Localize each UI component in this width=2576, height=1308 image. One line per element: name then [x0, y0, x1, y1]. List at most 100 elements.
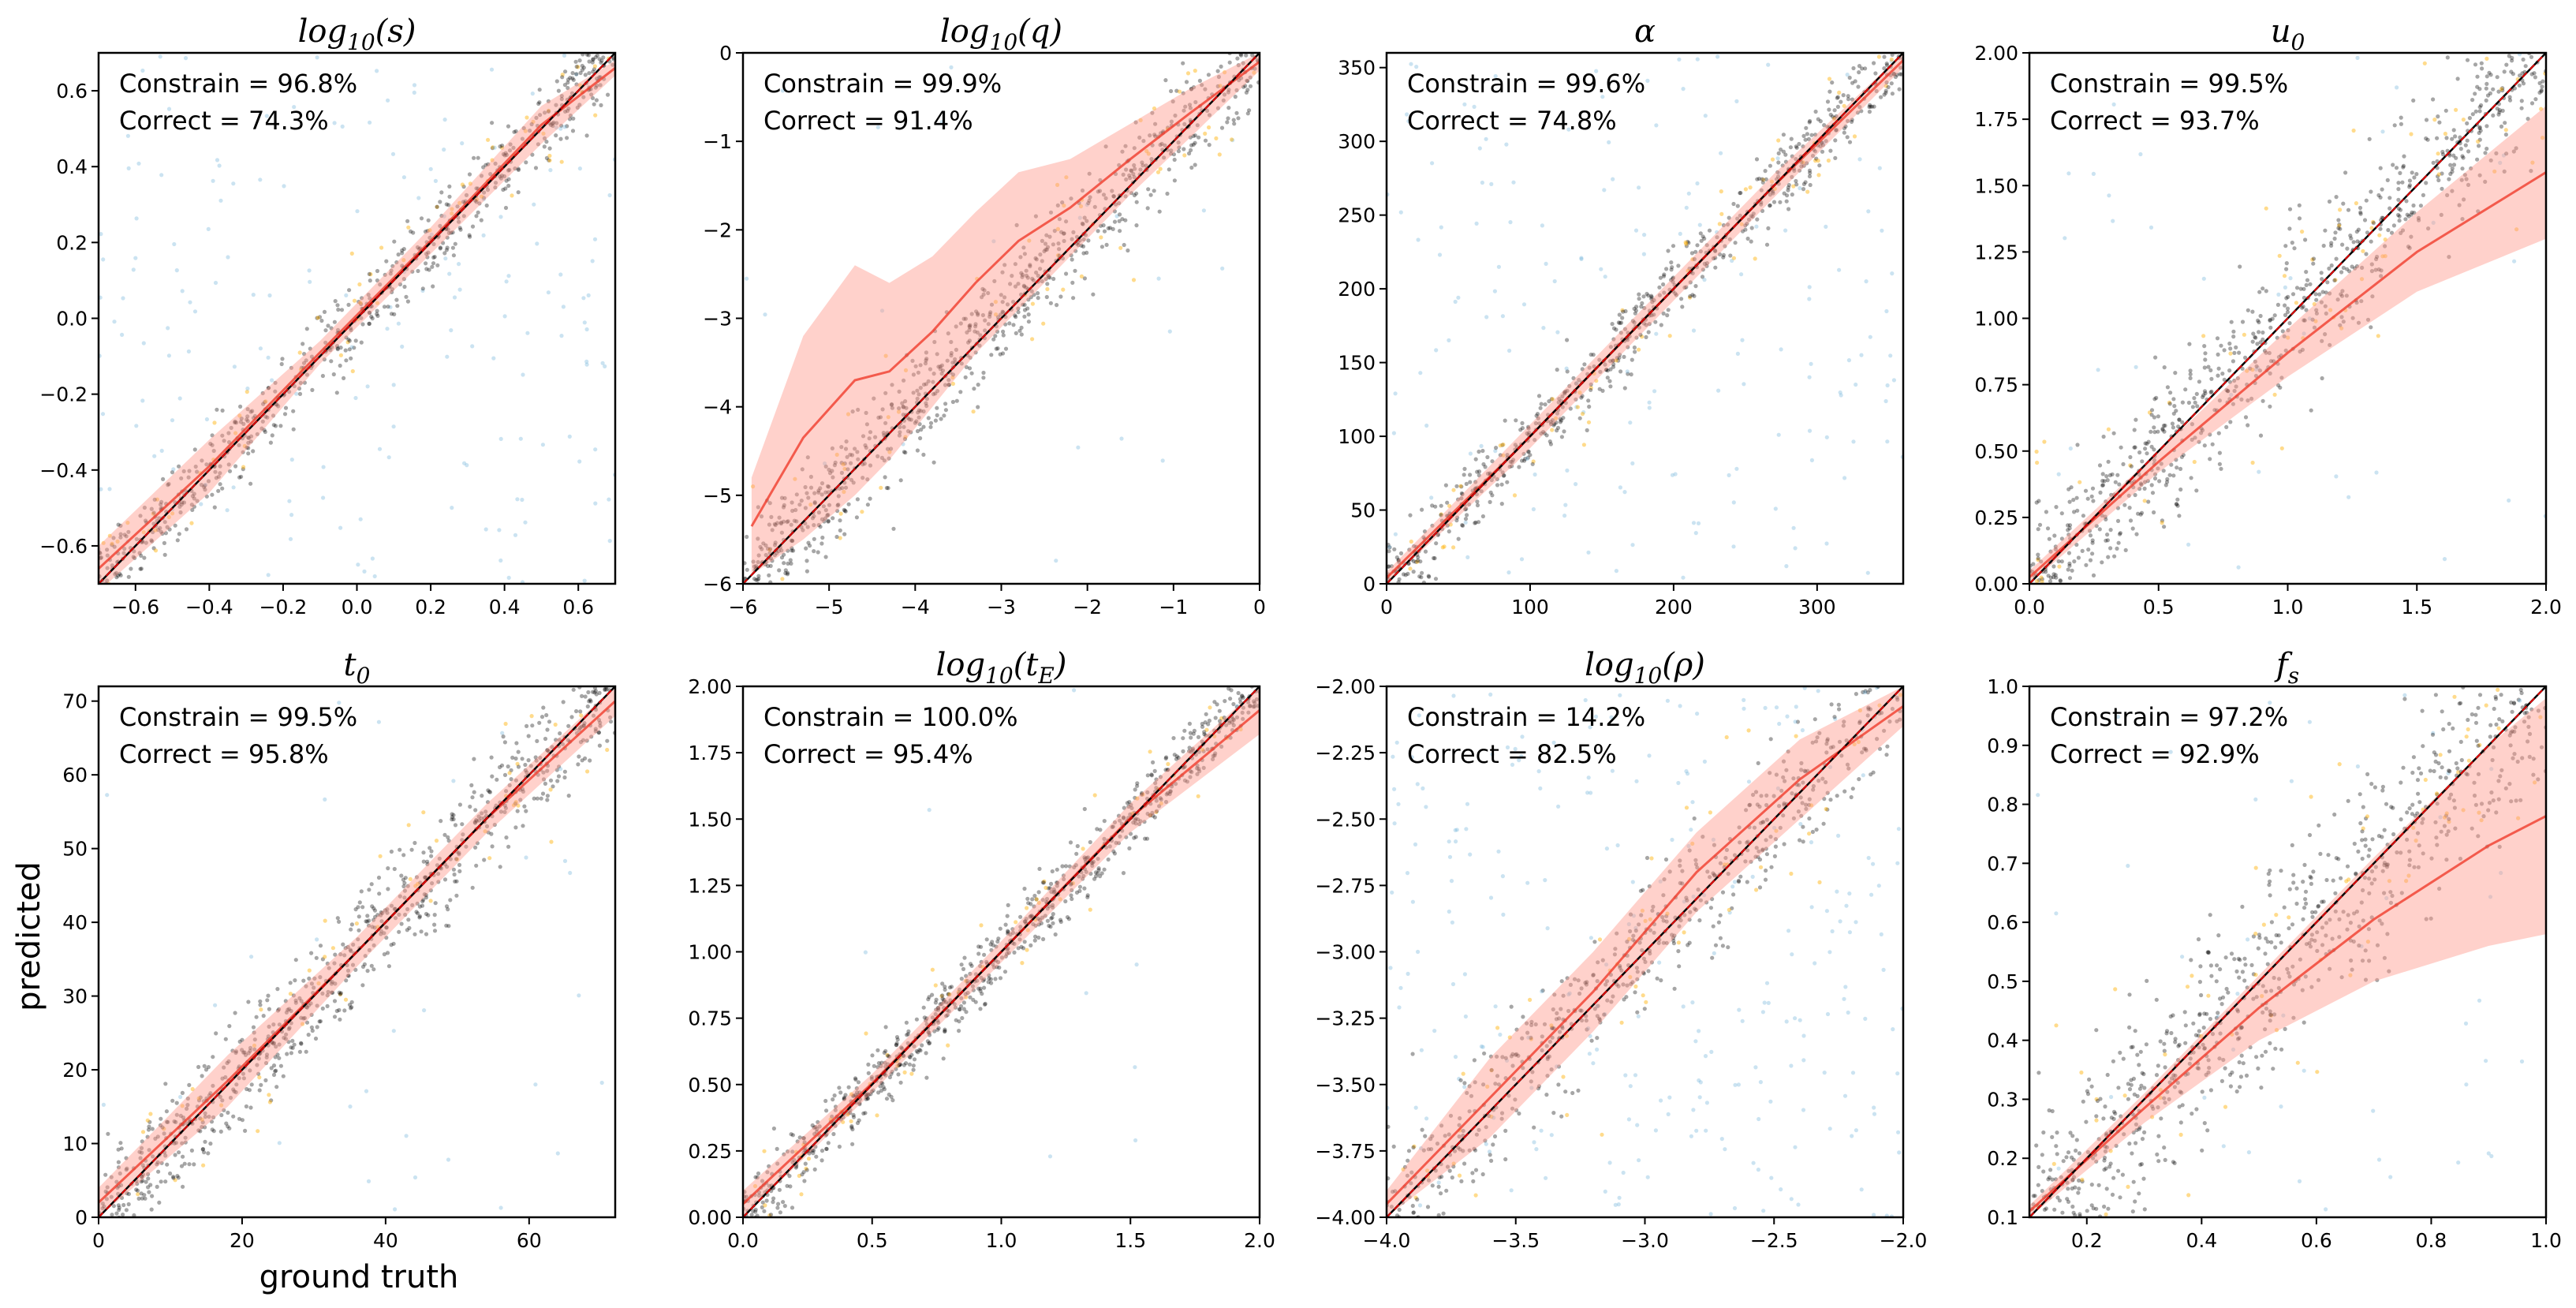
scatter-point: [2369, 239, 2373, 244]
scatter-point: [1845, 73, 1850, 77]
scatter-point: [1408, 566, 1413, 571]
scatter-point: [1568, 406, 1573, 411]
scatter-point: [943, 408, 948, 413]
scatter-point: [1189, 87, 1194, 92]
scatter-point: [2034, 500, 2039, 505]
scatter-point: [596, 731, 601, 735]
scatter-point: [834, 452, 839, 458]
scatter-point: [485, 800, 491, 805]
scatter-point: [577, 103, 582, 107]
scatter-point: [1554, 420, 1559, 425]
scatter-point: [2300, 305, 2305, 310]
scatter-point: [1044, 294, 1049, 300]
scatter-point: [935, 352, 939, 357]
scatter-point: [2261, 337, 2265, 342]
scatter-point: [1038, 267, 1043, 271]
scatter-point: [406, 917, 411, 922]
scatter-point: [1658, 275, 1663, 280]
scatter-point: [1728, 253, 1733, 258]
scatter-point: [359, 301, 364, 307]
scatter-point: [1217, 152, 1222, 157]
scatter-point: [1500, 314, 1505, 319]
scatter-point: [2167, 400, 2171, 405]
scatter-point: [2338, 207, 2343, 212]
scatter-point: [2477, 109, 2482, 114]
scatter-point: [897, 433, 902, 438]
scatter-point: [323, 918, 327, 923]
scatter-point: [587, 699, 592, 704]
scatter-point: [1646, 330, 1651, 334]
scatter-point: [2224, 424, 2229, 430]
scatter-point: [935, 413, 939, 418]
scatter-point: [745, 276, 749, 281]
scatter-point: [2440, 171, 2444, 176]
scatter-point: [812, 514, 816, 518]
y-tick-label: 150: [1338, 352, 1376, 375]
scatter-point: [1045, 245, 1051, 249]
scatter-point: [521, 125, 526, 131]
scatter-point: [173, 523, 177, 528]
scatter-point: [2503, 133, 2508, 137]
scatter-point: [2229, 320, 2234, 324]
scatter-point: [274, 1068, 278, 1073]
scatter-point: [1071, 230, 1076, 234]
scatter-point: [150, 539, 155, 544]
scatter-point: [1439, 512, 1443, 517]
scatter-point: [386, 305, 390, 309]
scatter-point: [144, 540, 148, 545]
scatter-point: [1016, 282, 1021, 286]
scatter-point: [1882, 48, 1886, 52]
scatter-point: [1536, 394, 1542, 398]
scatter-point: [2228, 346, 2233, 351]
scatter-point: [2529, 72, 2534, 77]
scatter-point: [425, 229, 430, 234]
scatter-point: [132, 1213, 136, 1217]
scatter-point: [911, 1067, 916, 1072]
scatter-point: [950, 399, 955, 405]
scatter-point: [2485, 81, 2489, 86]
scatter-point: [2365, 230, 2370, 235]
scatter-point: [1891, 378, 1896, 383]
scatter-point: [431, 284, 435, 289]
scatter-point: [1743, 227, 1748, 232]
scatter-point: [2499, 87, 2503, 92]
scatter-point: [383, 908, 387, 913]
scatter-point: [200, 1117, 204, 1122]
scatter-point: [395, 304, 400, 308]
scatter-point: [2104, 517, 2108, 522]
x-tick-label: 0.5: [2143, 596, 2175, 618]
scatter-point: [421, 850, 426, 855]
scatter-point: [1886, 48, 1890, 52]
scatter-point: [777, 515, 782, 520]
scatter-point: [1647, 400, 1652, 405]
confidence-band: [99, 60, 615, 584]
scatter-point: [2458, 147, 2463, 151]
scatter-point: [2256, 365, 2261, 370]
scatter-point: [1649, 297, 1654, 301]
scatter-point: [862, 462, 867, 466]
scatter-point: [193, 464, 198, 469]
scatter-point: [1434, 541, 1439, 546]
scatter-point: [1079, 243, 1084, 248]
scatter-point: [1522, 458, 1527, 463]
scatter-point: [1560, 405, 1565, 409]
scatter-point: [1033, 256, 1038, 260]
scatter-point: [2397, 214, 2402, 219]
scatter-point: [1689, 251, 1694, 256]
scatter-point: [1508, 459, 1513, 465]
scatter-point: [2154, 395, 2159, 400]
scatter-point: [259, 1082, 263, 1087]
scatter-point: [2327, 266, 2331, 271]
scatter-point: [321, 465, 326, 469]
scatter-point: [1028, 263, 1032, 267]
scatter-point: [2156, 466, 2160, 471]
scatter-point: [2220, 372, 2225, 376]
scatter-point: [1462, 473, 1466, 477]
scatter-point: [246, 440, 251, 445]
scatter-point: [773, 522, 778, 528]
scatter-point: [566, 794, 571, 798]
scatter-point: [179, 476, 184, 480]
scatter-point: [521, 824, 525, 828]
scatter-point: [2399, 115, 2403, 120]
scatter-point: [1702, 278, 1707, 282]
